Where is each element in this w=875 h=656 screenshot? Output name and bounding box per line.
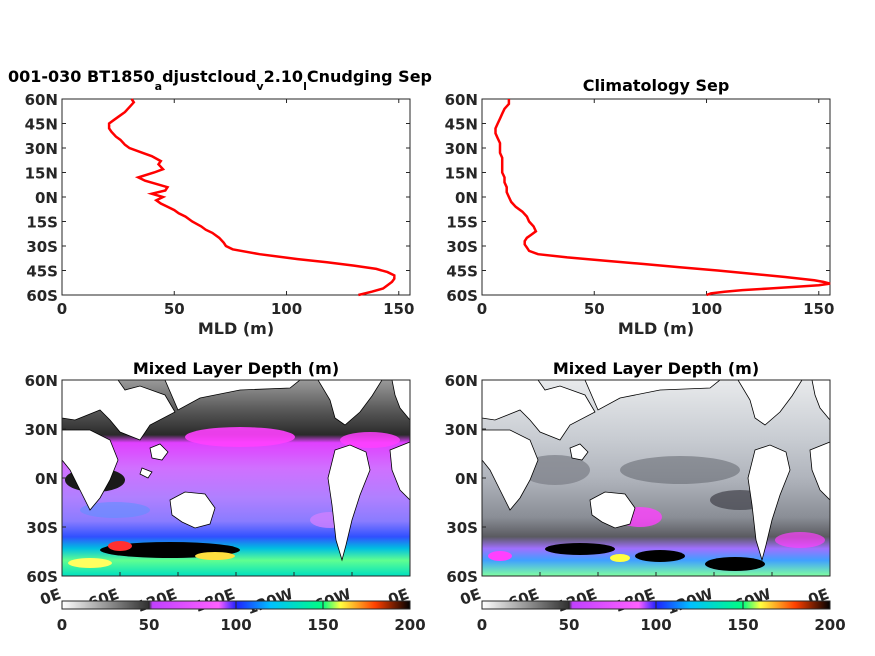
y-tick-label: 0N (35, 470, 58, 488)
y-tick-label: 60N (445, 372, 478, 390)
line-panel-2: Climatology Sep 60N 45N 30N 15N 0N 15S 30S 45S 6… (445, 76, 835, 338)
x-tick-label: 180E (612, 585, 657, 616)
colorbar-tick-label: 100 (640, 616, 671, 634)
colorbar-tick-label: 50 (559, 616, 580, 634)
y-tick-label: 0N (35, 189, 58, 207)
y-tick-label: 0N (455, 189, 478, 207)
y-tick-label: 45N (445, 116, 478, 134)
y-tick-label: 60S (26, 568, 58, 586)
x-tick-label: 150 (803, 300, 834, 318)
y-tick-label: 45S (446, 263, 478, 281)
panel2-title: Climatology Sep (583, 76, 730, 95)
x-tick-label: 120E (554, 585, 599, 616)
colorbar-tick-label: 50 (139, 616, 160, 634)
x-tick-label: 50 (164, 300, 185, 318)
y-tick-label: 15N (25, 165, 58, 183)
y-tick-label: 0N (455, 470, 478, 488)
panel1-axes-box (61, 98, 411, 296)
x-tick-label: 0E (38, 585, 64, 609)
y-tick-label: 45S (26, 263, 58, 281)
y-tick-label: 30N (25, 140, 58, 158)
y-tick-label: 60N (445, 91, 478, 109)
x-tick-label: 60W (732, 585, 774, 615)
panel3-title: Mixed Layer Depth (m) (133, 359, 339, 378)
y-tick-label: 30S (26, 238, 58, 256)
panel2-mld-line (494, 99, 831, 297)
x-tick-label: 100 (691, 300, 722, 318)
colorbar-tick-label: 0 (477, 616, 487, 634)
y-tick-label: 30N (445, 140, 478, 158)
y-tick-label: 15S (26, 214, 58, 232)
x-tick-label: 60W (312, 585, 354, 615)
panel2-xlabel: MLD (m) (618, 319, 694, 338)
panel1-mld-line (107, 98, 396, 297)
x-tick-label: 0E (458, 585, 484, 609)
colorbar-tick-label: 100 (220, 616, 251, 634)
line-panel-1: 001-030 BT1850adjustcloudv2.10lCnudging … (8, 67, 432, 338)
colorbar-tick-label: 150 (307, 616, 338, 634)
x-tick-label: 50 (584, 300, 605, 318)
panel3-colorbar: 0 50 100 150 200 (57, 600, 426, 634)
colorbar-tick-label: 0 (57, 616, 67, 634)
x-tick-label: 100 (271, 300, 302, 318)
colorbar-tick-label: 150 (727, 616, 758, 634)
y-tick-label: 45N (25, 116, 58, 134)
panel1-title: 001-030 BT1850adjustcloudv2.10lCnudging … (8, 67, 432, 93)
panel2-axes-box (481, 98, 831, 296)
panel4-land (481, 379, 831, 562)
y-tick-label: 15N (445, 165, 478, 183)
y-tick-label: 30N (25, 421, 58, 439)
y-tick-label: 60S (446, 568, 478, 586)
y-tick-label: 15S (446, 214, 478, 232)
y-tick-label: 30S (446, 519, 478, 537)
x-tick-label: 120E (134, 585, 179, 616)
panel4-title: Mixed Layer Depth (m) (553, 359, 759, 378)
x-tick-label: 180E (192, 585, 237, 616)
y-tick-label: 60N (25, 91, 58, 109)
y-tick-label: 60N (25, 372, 58, 390)
y-tick-label: 60S (446, 287, 478, 305)
y-tick-label: 30N (445, 421, 478, 439)
x-tick-label: 0 (477, 300, 487, 318)
y-tick-label: 30S (446, 238, 478, 256)
x-tick-label: 150 (383, 300, 414, 318)
x-tick-label: 0 (57, 300, 67, 318)
y-tick-label: 30S (26, 519, 58, 537)
panel1-xlabel: MLD (m) (198, 319, 274, 338)
y-tick-label: 60S (26, 287, 58, 305)
panel3-land (61, 379, 411, 562)
panel4-colorbar: 0 50 100 150 200 (477, 600, 846, 634)
colorbar-tick-label: 200 (814, 616, 845, 634)
colorbar-tick-label: 200 (394, 616, 425, 634)
